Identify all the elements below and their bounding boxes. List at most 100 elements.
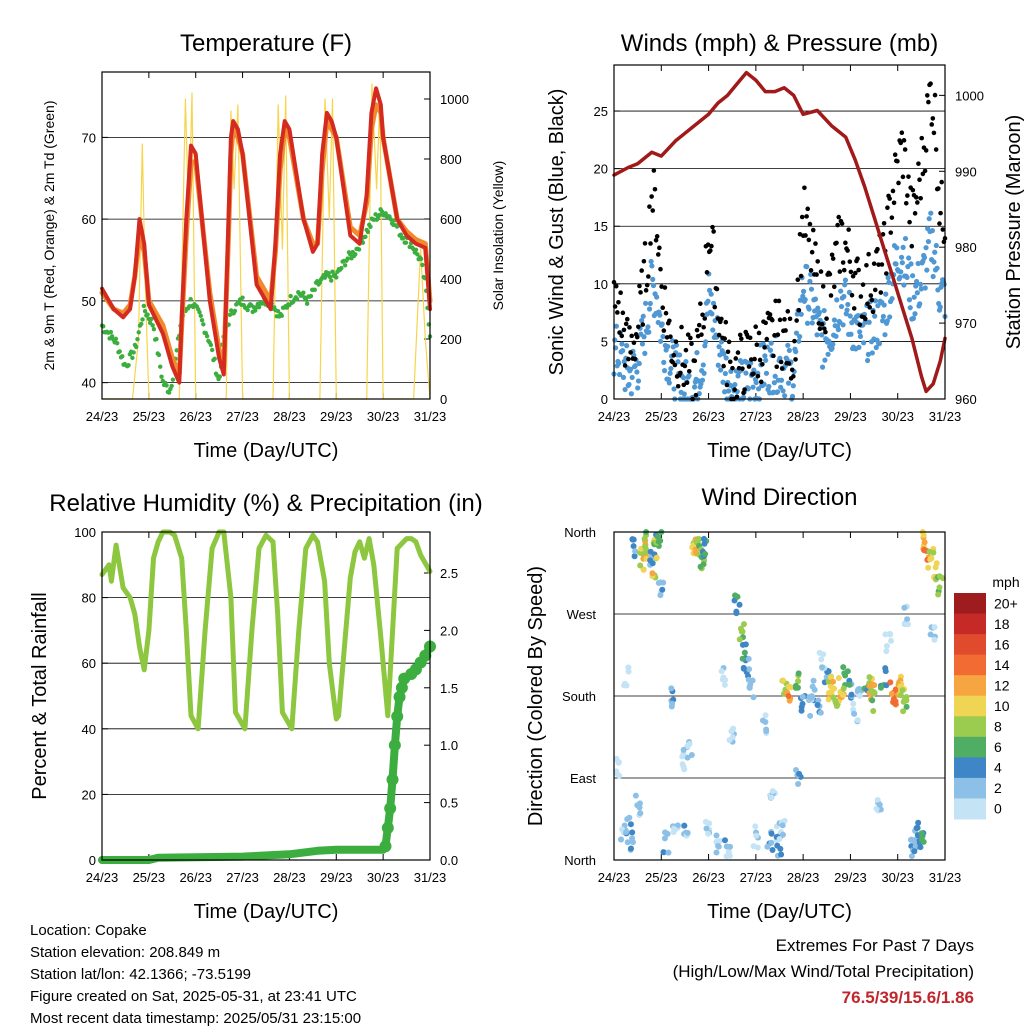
direction-point (736, 601, 743, 608)
direction-point (848, 691, 855, 698)
gust-point (641, 258, 647, 264)
direction-point (876, 801, 883, 808)
gust-point (700, 312, 705, 318)
wind-point (645, 324, 651, 330)
wind-point (906, 297, 913, 303)
gust-point (626, 356, 631, 362)
gust-point (643, 288, 649, 293)
direction-point (764, 843, 771, 850)
wind-point (864, 357, 871, 364)
gust-point (699, 332, 704, 337)
gust-point (735, 350, 741, 355)
gust-point (653, 237, 659, 243)
wind-point (657, 312, 663, 318)
direction-point (870, 707, 877, 714)
gust-point (679, 324, 684, 330)
gust-point (818, 269, 824, 274)
direction-point (624, 839, 631, 846)
direction-point (718, 668, 725, 675)
gust-point (933, 147, 939, 152)
direction-point (627, 845, 634, 852)
gust-point (688, 335, 693, 341)
wind-point (613, 323, 619, 329)
wind-point (921, 255, 928, 261)
direction-point (874, 796, 881, 803)
wind-point (718, 367, 724, 373)
wind-point (717, 352, 723, 358)
y-axis-label-right: Solar Insolation (Yellow) (490, 161, 506, 311)
extremes-subtitle: (High/Low/Max Wind/Total Precipitation) (672, 962, 974, 981)
direction-point (686, 740, 693, 747)
wind-point (668, 365, 674, 372)
direction-point (795, 678, 802, 685)
gust-point (867, 305, 873, 310)
plot-border (613, 531, 946, 861)
gust-point (649, 194, 654, 199)
wind-point (893, 261, 899, 267)
gust-point (896, 180, 901, 186)
y2-tick-label: 1000 (440, 92, 469, 107)
plot-border (101, 71, 431, 400)
extremes-values: 76.5/39/15.6/1.86 (841, 988, 974, 1007)
info-location: Location: Copake (30, 922, 147, 939)
dewpoint-point (208, 342, 214, 348)
y2-tick-label: 400 (440, 272, 462, 287)
y2-tick-label: 0 (440, 392, 447, 407)
dewpoint-point (142, 308, 148, 314)
wind-point (926, 216, 932, 222)
direction-point (886, 630, 893, 637)
x-tick-label: 25/23 (133, 870, 166, 885)
gust-point (787, 316, 793, 322)
gust-point (831, 284, 837, 290)
direction-point (903, 703, 910, 710)
y-tick-label: 80 (82, 591, 96, 606)
gust-point (773, 298, 778, 304)
gust-point (839, 221, 845, 226)
gust-point (851, 306, 857, 311)
wind-point (708, 291, 714, 297)
y-axis-label-left: Direction (Colored By Speed) (525, 566, 547, 826)
precip-point (391, 710, 404, 723)
direction-point (825, 668, 832, 675)
direction-point (778, 851, 785, 858)
wind-point (743, 370, 749, 376)
gust-point (848, 269, 854, 275)
wind-point (753, 379, 759, 386)
gust-point (813, 241, 818, 246)
gust-point (846, 227, 851, 232)
direction-point (871, 682, 878, 689)
wind-point (793, 330, 800, 336)
x-axis-label: Time (Day/UTC) (194, 901, 339, 923)
wind-point (701, 370, 707, 376)
precip-point (386, 773, 399, 786)
gust-point (918, 196, 923, 201)
direction-point (833, 700, 840, 707)
wind-point (899, 260, 905, 266)
dewpoint-point (204, 334, 210, 339)
direction-point (695, 537, 702, 544)
plot-border (101, 531, 431, 861)
gust-point (796, 307, 802, 313)
gust-point (629, 333, 635, 339)
x-tick-label: 25/23 (645, 409, 678, 424)
wind-point (910, 273, 916, 279)
gust-point (926, 99, 931, 105)
direction-point (887, 679, 894, 686)
gust-point (639, 268, 644, 273)
dewpoint-point (398, 232, 404, 237)
wind-point (873, 344, 879, 351)
direction-point (851, 710, 858, 717)
wind-point (898, 254, 905, 260)
extremes-title: Extremes For Past 7 Days (775, 936, 974, 955)
gust-point (678, 370, 683, 376)
wind-point (725, 388, 732, 394)
gust-point (798, 273, 804, 279)
gust-point (835, 222, 840, 228)
gust-point (912, 211, 918, 216)
wind-point (829, 345, 835, 351)
x-tick-label: 26/23 (179, 870, 212, 885)
wind-point (766, 383, 772, 390)
gust-point (725, 349, 731, 355)
series-precip-line (98, 642, 434, 864)
direction-point (798, 707, 805, 714)
